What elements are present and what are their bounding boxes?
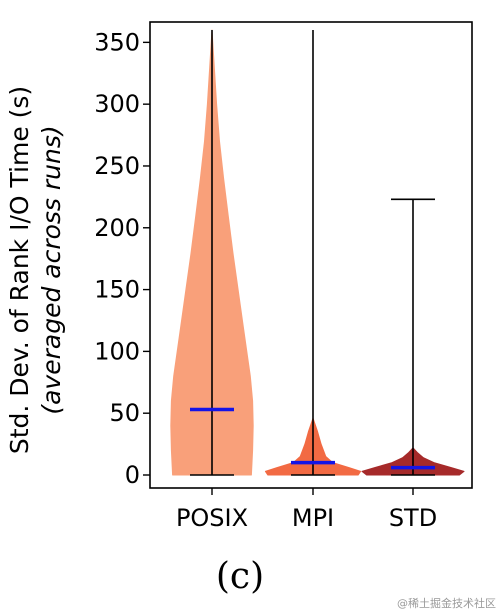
watermark: @稀土掘金技术社区 — [397, 596, 496, 610]
y-tick-label: 0 — [125, 461, 140, 489]
x-tick-label-posix: POSIX — [176, 504, 248, 532]
y-axis: 0 50 100 150 200 250 300 350 — [94, 28, 150, 489]
panel-label: (c) — [216, 556, 264, 597]
x-tick-label-mpi: MPI — [292, 504, 334, 532]
y-tick-label: 50 — [109, 399, 140, 427]
y-axis-title: Std. Dev. of Rank I/O Time (s) — [5, 86, 34, 454]
y-tick-label: 100 — [94, 337, 140, 365]
y-tick-label: 350 — [94, 28, 140, 56]
x-tick-label-std: STD — [389, 504, 437, 532]
x-axis: POSIX MPI STD — [176, 488, 437, 532]
y-tick-label: 150 — [94, 276, 140, 304]
plot-frame — [149, 21, 473, 489]
plot-area — [170, 29, 465, 476]
y-tick-label: 250 — [94, 152, 140, 180]
y-axis-subtitle: (averaged across runs) — [37, 125, 66, 414]
y-tick-label: 300 — [94, 90, 140, 118]
y-tick-label: 200 — [94, 214, 140, 242]
